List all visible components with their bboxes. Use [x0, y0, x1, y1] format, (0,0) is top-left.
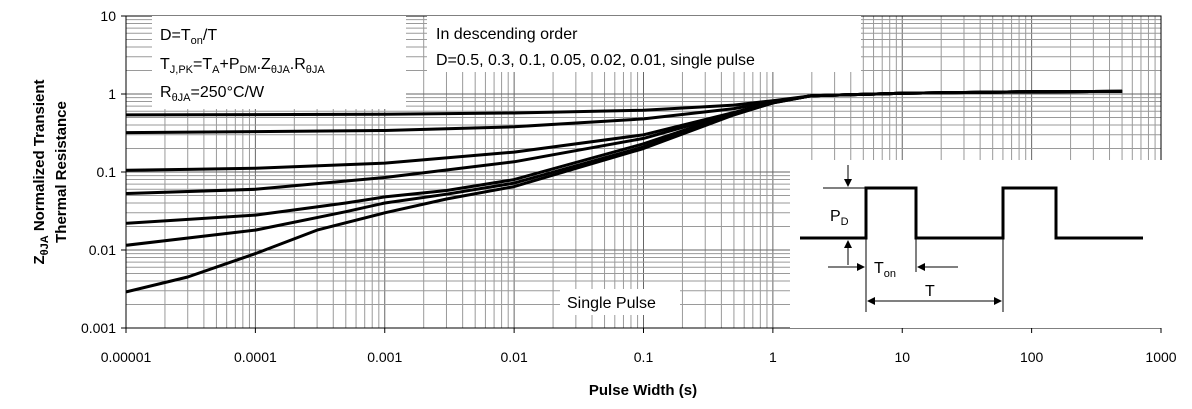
x-tick-label: 0.1 — [634, 349, 654, 365]
y-axis-title: ZθJA Normalized Transient — [31, 79, 51, 264]
x-tick-label: 10 — [894, 349, 910, 365]
duty-cycle-list: D=0.5, 0.3, 0.1, 0.05, 0.02, 0.01, singl… — [436, 52, 755, 69]
pd-arrow-top-head — [844, 179, 852, 187]
x-tick-label: 0.00001 — [101, 349, 152, 365]
x-axis-ticks: 0.00001 0.0001 0.001 0.01 0.1 1 10 100 1000 — [101, 328, 1177, 365]
pulse-diagram-inset: PD Ton T — [790, 160, 1165, 328]
x-tick-label: 0.0001 — [234, 349, 277, 365]
x-axis-title: Pulse Width (s) — [589, 382, 697, 399]
junction-temp-formula: TJ,PK=TA+PDM.ZθJA.RθJA — [160, 56, 325, 76]
t-arrow-right-head — [994, 297, 1002, 305]
x-tick-label: 0.01 — [501, 349, 528, 365]
thermal-resistance-value: RθJA=250°C/W — [160, 84, 265, 104]
order-heading: In descending order — [436, 26, 578, 43]
x-tick-label: 100 — [1020, 349, 1044, 365]
ton-label: Ton — [874, 260, 896, 280]
y-axis-ticks: 0.001 0.01 0.1 1 10 — [81, 8, 126, 336]
ton-arrow-left-head — [857, 263, 865, 271]
ton-arrow-right-head — [917, 263, 925, 271]
series-group — [125, 89, 1123, 294]
x-tick-label: 0.001 — [367, 349, 402, 365]
y-tick-label: 0.01 — [89, 242, 116, 258]
order-box — [427, 16, 861, 72]
duty-cycle-definition: D=Ton/T — [160, 27, 217, 47]
params-box — [152, 16, 406, 109]
pd-arrow-bottom-head — [844, 240, 852, 248]
x-tick-label: 1000 — [1145, 349, 1176, 365]
t-arrow-left-head — [867, 297, 875, 305]
y-tick-label: 1 — [108, 86, 116, 102]
y-axis-title-line2: Thermal Resistance — [53, 101, 70, 243]
y-tick-label: 0.1 — [97, 164, 117, 180]
y-tick-label: 0.001 — [81, 320, 116, 336]
series-line-7 — [125, 89, 1123, 294]
x-tick-label: 1 — [769, 349, 777, 365]
single-pulse-label: Single Pulse — [567, 295, 656, 312]
pd-label: PD — [830, 208, 849, 228]
t-label: T — [925, 283, 935, 300]
y-tick-label: 10 — [100, 8, 116, 24]
single-pulse-label-bg — [560, 289, 680, 315]
pulse-waveform — [800, 186, 1143, 240]
